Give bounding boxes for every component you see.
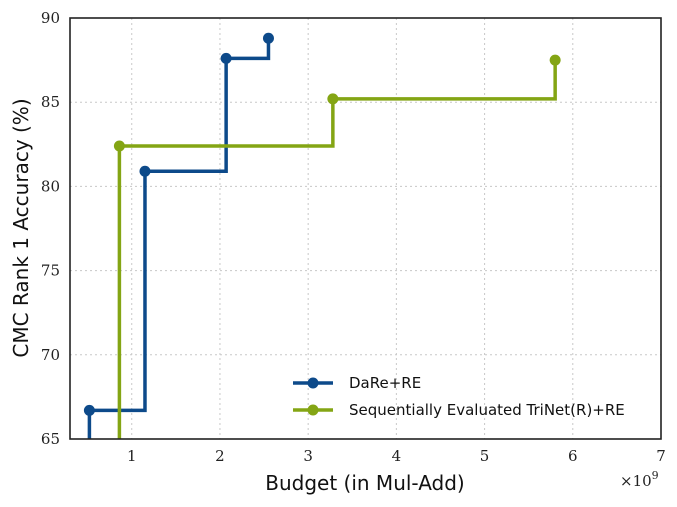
y-tick-label: 75 (41, 262, 60, 280)
series-line-2 (117, 60, 557, 439)
legend-swatch-marker (307, 377, 319, 389)
x-tick-label: 4 (392, 447, 402, 465)
x-tick-label: 6 (568, 447, 578, 465)
data-point (262, 32, 274, 44)
x-tick-label: 1 (127, 447, 137, 465)
y-tick-label: 85 (41, 93, 60, 111)
legend-swatch-marker (307, 404, 319, 416)
y-axis-title: CMC Rank 1 Accuracy (%) (9, 98, 33, 357)
data-point (139, 165, 151, 177)
x-multiplier-exponent: 9 (652, 469, 659, 482)
data-point (327, 93, 339, 105)
y-tick-label: 90 (41, 9, 60, 27)
x-axis-title: Budget (in Mul-Add) (265, 471, 464, 495)
y-tick-label: 65 (41, 430, 60, 448)
data-point (549, 54, 561, 66)
y-tick-label: 80 (41, 177, 60, 195)
y-tick-label: 70 (41, 346, 60, 364)
x-tick-label: 2 (215, 447, 225, 465)
legend-label: Sequentially Evaluated TriNet(R)+RE (349, 401, 625, 419)
x-tick-label: 7 (656, 447, 666, 465)
x-tick-label: 3 (303, 447, 313, 465)
data-point (220, 52, 232, 64)
legend-label: DaRe+RE (349, 374, 421, 392)
data-point (113, 140, 125, 152)
series-line-1 (87, 38, 271, 439)
x-tick-labels: 1 2 3 4 5 6 7 (127, 447, 666, 465)
series-layer (83, 32, 561, 439)
legend: DaRe+RE Sequentially Evaluated TriNet(R)+… (293, 374, 625, 419)
y-tick-labels: 65 70 75 80 85 90 (41, 9, 60, 448)
data-point (83, 404, 95, 416)
x-multiplier-base: ×10 (620, 472, 652, 490)
plot-frame (69, 17, 662, 440)
x-multiplier: ×109 (620, 469, 659, 490)
x-tick-label: 5 (480, 447, 490, 465)
